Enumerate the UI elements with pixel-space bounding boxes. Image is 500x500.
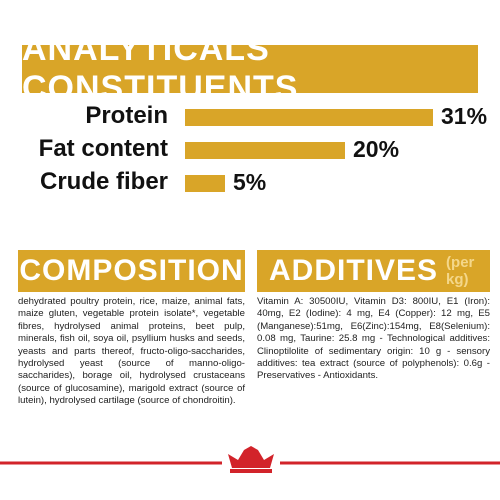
additives-subtitle: (per kg) bbox=[446, 254, 475, 288]
value-label: 20% bbox=[353, 136, 400, 162]
bar bbox=[185, 142, 345, 159]
composition-text: dehydrated poultry protein, rice, maize,… bbox=[18, 296, 245, 407]
additives-title: ADDITIVES bbox=[269, 254, 439, 287]
category-label: Crude fiber bbox=[39, 168, 168, 195]
additives-text: Vitamin A: 30500IU, Vitamin D3: 800IU, E… bbox=[257, 296, 490, 382]
footer-logo bbox=[0, 446, 500, 473]
value-label: 5% bbox=[233, 169, 267, 195]
value-label: 31% bbox=[441, 103, 488, 129]
category-label: Protein bbox=[85, 102, 168, 129]
bar bbox=[185, 109, 433, 126]
bar bbox=[185, 175, 225, 192]
composition-title: COMPOSITION bbox=[18, 250, 245, 292]
category-label: Fat content bbox=[38, 135, 168, 162]
additives-banner: ADDITIVES (per kg) bbox=[257, 250, 490, 292]
chart-title: ANALYTICALS CONSTITUENTS bbox=[22, 30, 478, 107]
